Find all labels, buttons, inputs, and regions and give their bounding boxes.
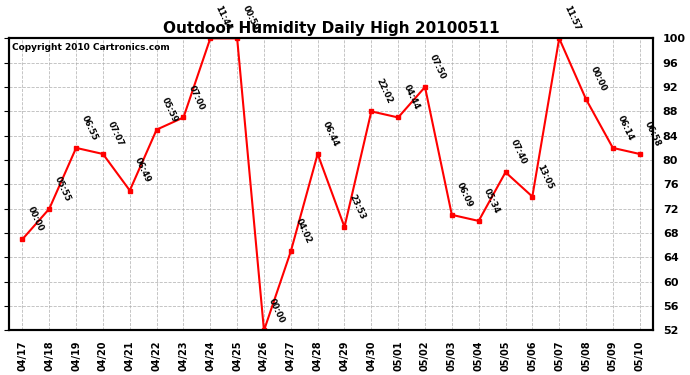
Text: 07:40: 07:40: [509, 138, 528, 166]
Text: 04:44: 04:44: [402, 83, 421, 111]
Text: 07:50: 07:50: [428, 53, 448, 81]
Text: 07:00: 07:00: [187, 84, 206, 111]
Text: 06:44: 06:44: [321, 120, 340, 148]
Text: 22:02: 22:02: [375, 77, 394, 105]
Text: 00:00: 00:00: [26, 206, 45, 233]
Text: 06:58: 06:58: [643, 120, 662, 148]
Text: 06:14: 06:14: [616, 114, 635, 142]
Text: 11:57: 11:57: [562, 4, 582, 32]
Text: 00:00: 00:00: [267, 297, 286, 324]
Text: 06:55: 06:55: [79, 114, 99, 142]
Text: 23:53: 23:53: [348, 193, 367, 221]
Text: 05:55: 05:55: [52, 175, 72, 202]
Text: 00:59: 00:59: [240, 4, 259, 32]
Text: 05:34: 05:34: [482, 187, 502, 215]
Text: Copyright 2010 Cartronics.com: Copyright 2010 Cartronics.com: [12, 43, 170, 52]
Text: 06:49: 06:49: [133, 156, 152, 184]
Text: 05:59: 05:59: [160, 96, 179, 123]
Text: 13:05: 13:05: [535, 163, 555, 190]
Text: 11:44: 11:44: [213, 4, 233, 32]
Text: 06:09: 06:09: [455, 181, 475, 209]
Title: Outdoor Humidity Daily High 20100511: Outdoor Humidity Daily High 20100511: [163, 21, 500, 36]
Text: 00:00: 00:00: [589, 65, 609, 93]
Text: 04:02: 04:02: [294, 217, 313, 245]
Text: 07:07: 07:07: [106, 120, 126, 148]
